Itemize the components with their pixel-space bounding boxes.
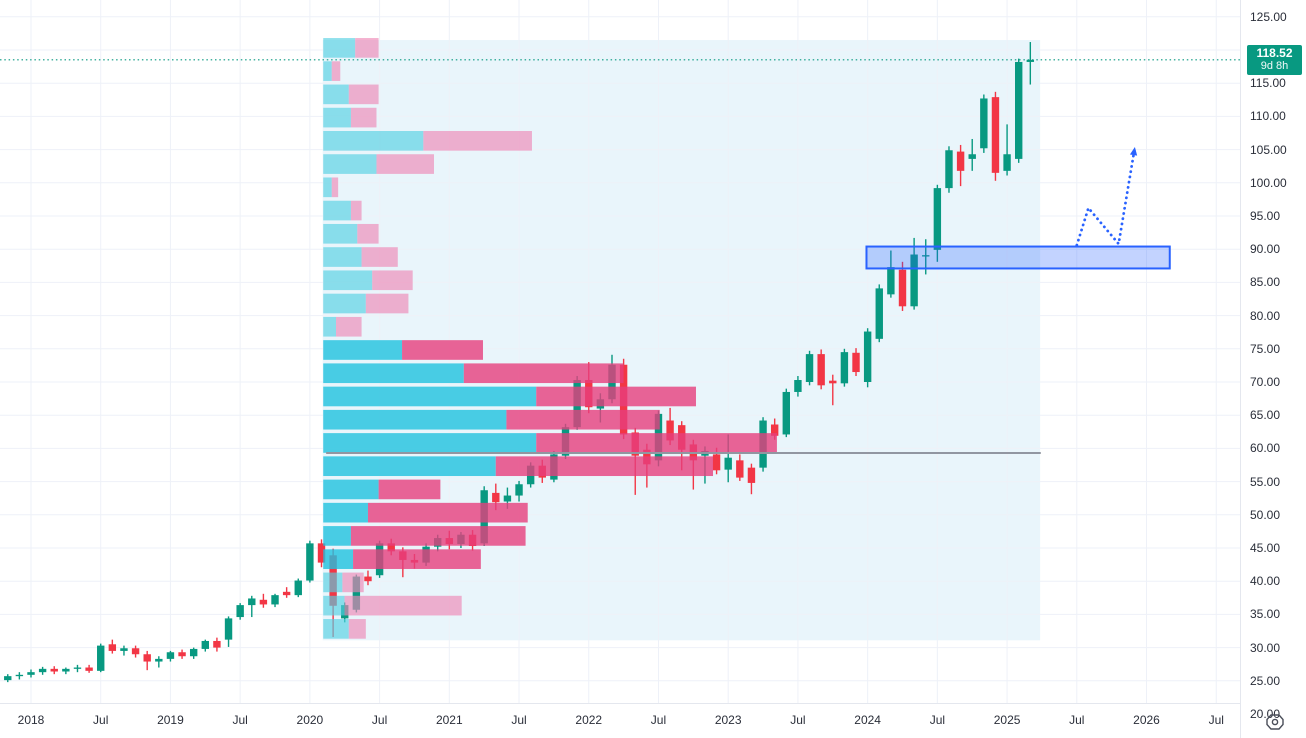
time-tick-label: Jul <box>232 713 248 727</box>
price-tick-label: 35.00 <box>1250 607 1281 622</box>
price-scale-settings-icon[interactable] <box>1264 712 1286 732</box>
price-tick-label: 50.00 <box>1250 507 1281 522</box>
time-tick-label: Jul <box>1208 713 1224 727</box>
time-tick-label: 2019 <box>157 713 184 727</box>
time-tick-label: 2023 <box>714 713 742 727</box>
price-tick-label: 30.00 <box>1250 640 1281 655</box>
current-price-badge: 118.52 9d 8h <box>1247 44 1302 75</box>
time-tick-label: 2021 <box>435 713 463 727</box>
price-tick-label: 55.00 <box>1250 474 1281 489</box>
time-tick-label: 2020 <box>296 713 324 727</box>
time-tick-label: 2022 <box>575 713 603 727</box>
price-tick-label: 40.00 <box>1250 574 1281 589</box>
time-tick-label: 2025 <box>993 713 1021 727</box>
price-tick-label: 75.00 <box>1250 341 1281 356</box>
time-tick-label: Jul <box>511 713 527 727</box>
time-tick-label: Jul <box>371 713 388 727</box>
time-tick-label: 2018 <box>17 713 45 727</box>
price-tick-label: 25.00 <box>1250 673 1281 688</box>
time-tick-label: Jul <box>790 713 806 727</box>
time-tick-label: Jul <box>929 713 946 727</box>
price-tick-label: 115.00 <box>1250 76 1286 91</box>
time-tick-label: 2024 <box>854 713 881 727</box>
price-tick-label: 125.00 <box>1250 9 1287 24</box>
price-tick-label: 105.00 <box>1250 142 1287 157</box>
time-tick-label: Jul <box>650 713 667 727</box>
candle-countdown: 9d 8h <box>1260 59 1289 72</box>
price-tick-label: 85.00 <box>1250 275 1281 290</box>
time-tick-label: 2026 <box>1133 713 1160 727</box>
price-tick-label: 65.00 <box>1250 408 1281 423</box>
price-tick-label: 45.00 <box>1250 541 1281 555</box>
time-axis[interactable]: 2018 Jul 2019 Jul 2020 Jul 2021 Jul 2022 Jul 2023 J… <box>0 703 1240 738</box>
price-tick-label: 100.00 <box>1250 175 1287 190</box>
price-tick-label: 110.00 <box>1250 109 1286 124</box>
price-tick-label: 95.00 <box>1250 209 1281 223</box>
price-tick-label: 90.00 <box>1250 242 1281 257</box>
price-tick-label: 20.00 <box>1250 707 1281 721</box>
current-price-value: 118.52 <box>1256 45 1293 60</box>
price-tick-label: 70.00 <box>1250 375 1281 389</box>
price-tick-label: 80.00 <box>1250 308 1281 323</box>
price-axis[interactable]: 125.00120.00115.00110.00105.00100.0095.0… <box>1240 0 1306 738</box>
time-tick-label: Jul <box>93 713 109 727</box>
price-tick-label: 60.00 <box>1250 441 1281 456</box>
time-tick-label: Jul <box>1069 713 1085 727</box>
